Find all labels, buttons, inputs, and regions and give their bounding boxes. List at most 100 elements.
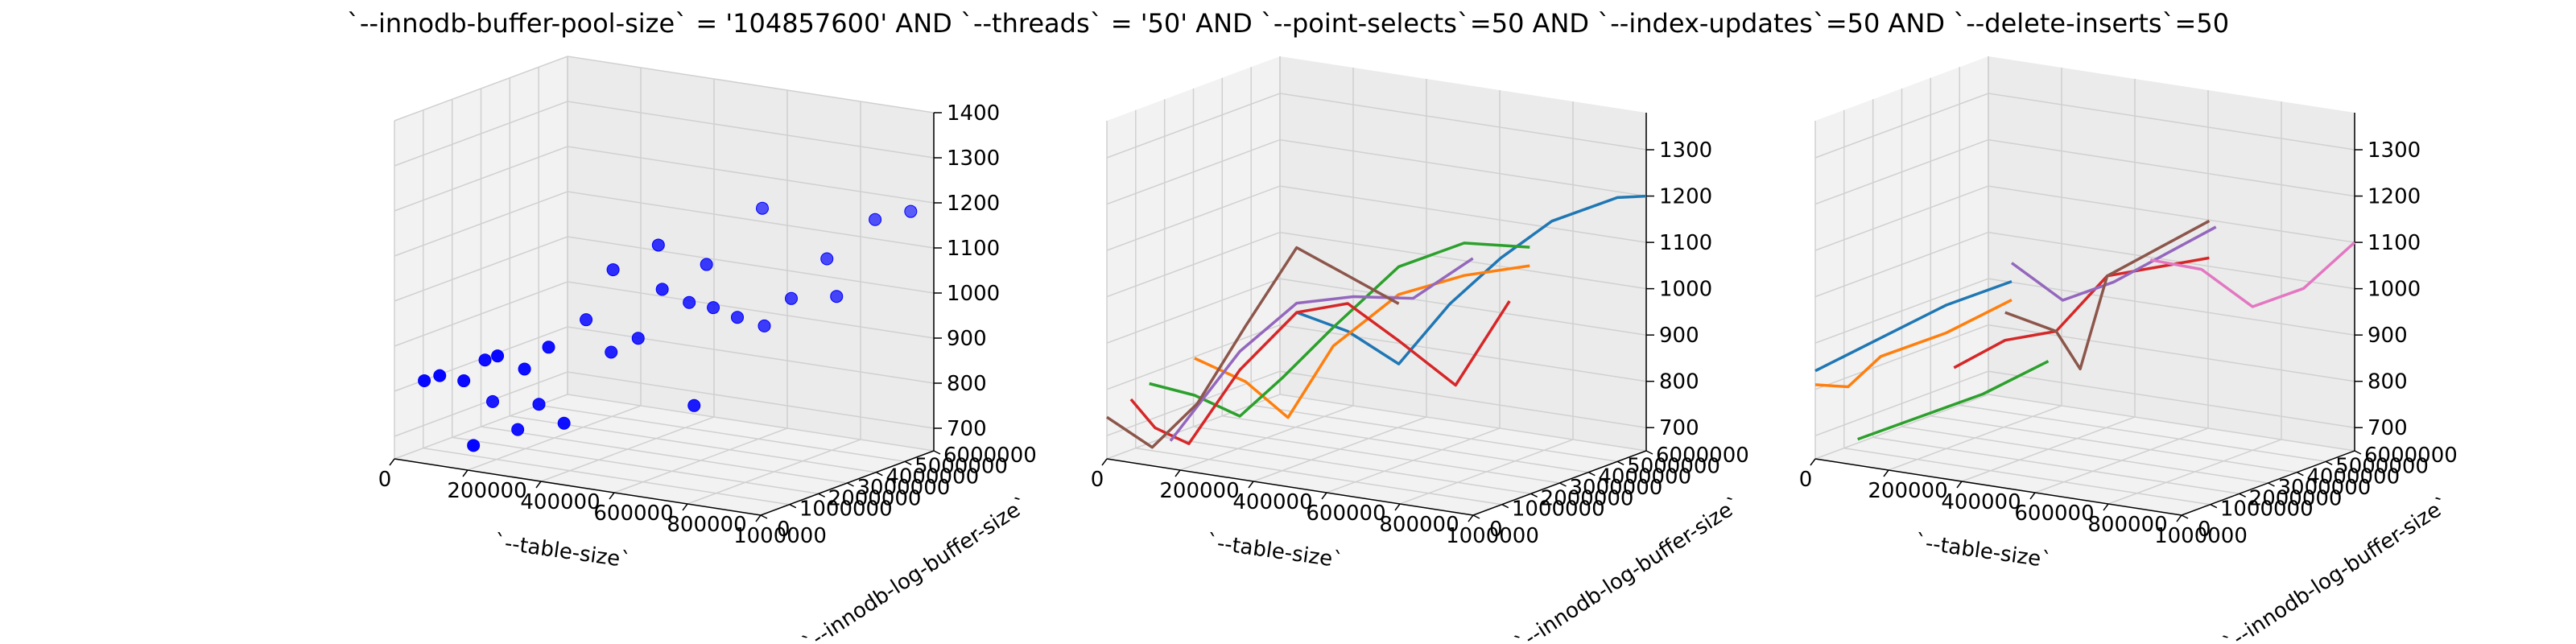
y-tick-label: 4000000	[886, 465, 979, 489]
x-axis-label: `--table-size`	[1205, 530, 1344, 572]
y-tick	[1616, 460, 1624, 466]
scatter-point	[820, 252, 834, 266]
x-tick	[2103, 503, 2109, 511]
y-gridline	[1163, 99, 1531, 495]
y-tick	[1530, 493, 1538, 498]
z-gridline	[1814, 138, 2355, 205]
x-tick-label: 600000	[2014, 502, 2094, 526]
y-tick-label: 4000000	[2306, 465, 2400, 489]
y-gridline	[1279, 56, 1647, 452]
scatter-point	[756, 201, 769, 215]
y-gridline	[1221, 77, 1589, 473]
x-tick	[1468, 514, 1474, 522]
scatter-point	[532, 398, 546, 411]
y-tick	[1587, 471, 1596, 477]
z-tick-label: 1300	[2368, 138, 2421, 163]
y-tick	[904, 460, 912, 466]
x-tick-label: 0	[1091, 468, 1104, 492]
z-gridline	[1814, 370, 2355, 436]
z-gridline	[394, 371, 935, 437]
z-gridline	[1106, 324, 1647, 390]
z-gridline	[1814, 185, 2355, 251]
y-tick	[1472, 514, 1480, 519]
y-tick	[2354, 450, 2362, 455]
x-tick-label: 400000	[1232, 490, 1312, 514]
scatter-point	[542, 341, 555, 354]
y-tick	[1645, 450, 1653, 455]
x-tick	[535, 481, 542, 489]
y-tick	[2181, 514, 2189, 519]
z-tick-label: 800	[2368, 370, 2408, 394]
scatter-point	[707, 301, 720, 315]
z-tick-label: 800	[1659, 370, 1699, 394]
x-tick	[1810, 458, 1816, 466]
x-tick-label: 400000	[520, 490, 600, 514]
x-tick-label: 800000	[667, 513, 746, 537]
series-line-4	[1953, 256, 2210, 369]
z-tick-label: 700	[2368, 416, 2408, 440]
y-tick	[933, 450, 941, 455]
x-tick-label: 600000	[593, 502, 673, 526]
scatter-point	[683, 295, 696, 309]
scatter-point	[830, 290, 844, 303]
z-tick-label: 900	[1659, 324, 1699, 348]
z-gridline	[394, 236, 935, 302]
x-tick-label: 200000	[447, 479, 526, 503]
x-axis-label: `--table-size`	[493, 530, 632, 572]
z-tick-label: 1400	[947, 101, 1000, 126]
series-line-7	[2149, 241, 2356, 308]
y-tick-label: 6000000	[943, 444, 1037, 468]
z-gridline	[1814, 231, 2355, 298]
y-tick-label: 6000000	[2364, 444, 2458, 468]
z-tick-label: 1000	[947, 282, 1000, 306]
series-line-3	[1857, 360, 2050, 441]
x-tick	[1101, 458, 1108, 466]
scatter-point	[606, 263, 620, 277]
z-tick-label: 800	[947, 372, 987, 396]
series-line-5	[1169, 257, 1474, 442]
y-tick-label: 0	[2198, 518, 2211, 542]
y-tick	[2239, 493, 2247, 498]
scatter-point	[478, 353, 492, 367]
y-tick-label: 0	[777, 518, 791, 542]
scatter-point	[631, 332, 645, 345]
z-gridline	[394, 101, 935, 167]
back-pane	[568, 56, 934, 451]
scatter-point	[486, 394, 499, 408]
scatter-point	[785, 291, 798, 305]
scatter-point	[605, 345, 618, 359]
z-tick-label: 1200	[2368, 185, 2421, 209]
x-tick-label: 800000	[1379, 513, 1459, 537]
y-tick-label: 5000000	[1627, 454, 1720, 478]
series-line-1	[1296, 194, 1647, 365]
y-tick-label: 6000000	[1656, 444, 1749, 468]
series-line-1	[1814, 279, 2013, 373]
z-tick-label: 1100	[2368, 231, 2421, 255]
y-gridline	[1135, 109, 1502, 506]
z-tick-label: 1200	[947, 192, 1000, 216]
y-tick-label: 5000000	[914, 454, 1008, 478]
y-tick	[1559, 482, 1567, 487]
x-axis-line	[1814, 458, 2182, 516]
y-tick	[2268, 482, 2275, 487]
y-tick-label: 4000000	[1598, 465, 1691, 489]
back-pane	[1988, 56, 2355, 451]
scatter-point	[433, 369, 447, 382]
y-tick-label: 2000000	[2249, 486, 2343, 510]
z-tick-label: 1300	[947, 147, 1000, 171]
z-gridline	[394, 281, 935, 347]
x-tick	[1883, 469, 1889, 477]
scatter-point	[518, 362, 531, 376]
y-gridline	[567, 56, 935, 452]
z-tick-label: 1100	[947, 237, 1000, 261]
x-tick	[1321, 492, 1327, 500]
x-tick-label: 200000	[1159, 479, 1239, 503]
y-tick	[2210, 503, 2218, 509]
y-tick-label: 1000000	[1512, 497, 1605, 522]
z-gridline	[394, 191, 935, 257]
z-gridline	[1814, 324, 2355, 390]
x-axis-line	[394, 458, 762, 516]
x-tick-label: 1000000	[1446, 524, 1539, 548]
subplot-1: 0 200000400000600000800000100000001000000…	[378, 56, 1037, 644]
figure-title: `--innodb-buffer-pool-size` = '104857600…	[346, 8, 2230, 39]
